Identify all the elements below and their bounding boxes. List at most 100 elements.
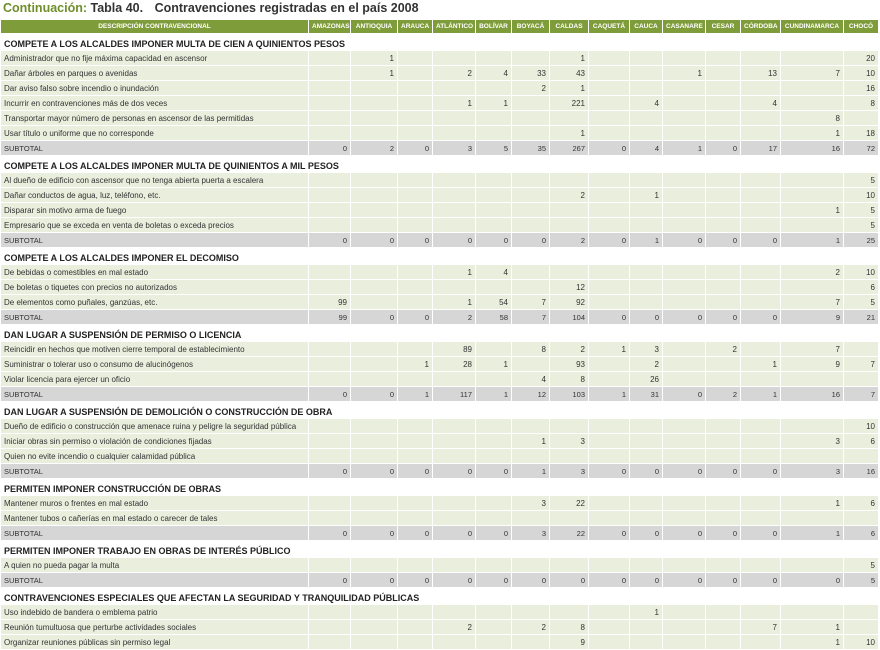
value-cell: 0 <box>397 232 433 248</box>
value-cell <box>350 95 398 111</box>
value-cell <box>705 279 741 295</box>
value-cell <box>780 557 844 573</box>
value-cell <box>308 125 351 141</box>
value-cell <box>705 65 741 81</box>
value-cell: 7 <box>740 619 781 635</box>
value-cell <box>588 433 630 449</box>
value-cell <box>740 202 781 218</box>
value-cell: 1 <box>475 356 512 372</box>
value-cell <box>308 448 351 464</box>
value-cell <box>397 217 433 233</box>
value-cell <box>705 495 741 511</box>
value-cell: 93 <box>549 356 589 372</box>
row-label: Organizar reuniones públicas sin permiso… <box>0 634 309 650</box>
data-row: Usar título o uniforme que no correspond… <box>0 125 879 141</box>
value-cell <box>662 80 706 96</box>
value-cell <box>511 187 550 203</box>
value-cell <box>588 202 630 218</box>
value-cell <box>397 95 433 111</box>
value-cell: 2 <box>432 65 476 81</box>
data-row: Administrador que no fije máxima capacid… <box>0 50 879 66</box>
value-cell: 0 <box>588 309 630 325</box>
value-cell <box>397 557 433 573</box>
value-cell <box>662 172 706 188</box>
value-cell <box>475 604 512 620</box>
value-cell: 0 <box>308 140 351 156</box>
data-row: Mantener tubos o cañerías en mal estado … <box>0 510 879 526</box>
value-cell: 1 <box>432 264 476 280</box>
value-cell: 2 <box>549 341 589 357</box>
value-cell: 4 <box>511 371 550 387</box>
value-cell: 12 <box>511 386 550 402</box>
value-cell: 3 <box>511 495 550 511</box>
subtotal-row: SUBTOTAL 0 2 0 3 5 35 267 0 4 1 0 17 16 72 <box>0 140 879 156</box>
value-cell: 0 <box>432 232 476 248</box>
value-cell: 1 <box>432 294 476 310</box>
value-cell: 1 <box>549 50 589 66</box>
value-cell <box>350 448 398 464</box>
value-cell <box>705 634 741 650</box>
value-cell <box>843 619 879 635</box>
value-cell <box>397 371 433 387</box>
value-cell <box>780 217 844 233</box>
value-cell <box>475 110 512 126</box>
value-cell <box>588 172 630 188</box>
value-cell: 1 <box>432 95 476 111</box>
subtotal-row: SUBTOTAL 0 0 0 0 0 3 22 0 0 0 0 0 1 6 <box>0 525 879 541</box>
value-cell <box>308 619 351 635</box>
value-cell <box>843 448 879 464</box>
value-cell <box>475 50 512 66</box>
value-cell: 10 <box>843 418 879 434</box>
value-cell: 5 <box>843 202 879 218</box>
value-cell: 6 <box>843 433 879 449</box>
row-label: A quien no pueda pagar la multa <box>0 557 309 573</box>
value-cell <box>475 80 512 96</box>
value-cell <box>740 634 781 650</box>
column-header: CESAR <box>705 19 741 34</box>
value-cell <box>588 264 630 280</box>
value-cell: 7 <box>843 356 879 372</box>
value-cell <box>588 495 630 511</box>
value-cell: 7 <box>511 309 550 325</box>
value-cell <box>549 510 589 526</box>
row-label: SUBTOTAL <box>0 140 309 156</box>
value-cell <box>549 202 589 218</box>
value-cell <box>432 557 476 573</box>
value-cell: 0 <box>740 525 781 541</box>
value-cell: 20 <box>843 50 879 66</box>
value-cell <box>629 619 663 635</box>
value-cell <box>511 172 550 188</box>
value-cell: 3 <box>511 525 550 541</box>
value-cell <box>308 495 351 511</box>
value-cell <box>705 294 741 310</box>
value-cell: 1 <box>588 386 630 402</box>
value-cell <box>588 50 630 66</box>
value-cell <box>549 217 589 233</box>
value-cell <box>397 294 433 310</box>
value-cell <box>629 557 663 573</box>
value-cell <box>662 341 706 357</box>
value-cell: 1 <box>662 140 706 156</box>
value-cell <box>629 110 663 126</box>
value-cell <box>549 264 589 280</box>
value-cell: 0 <box>662 309 706 325</box>
value-cell: 0 <box>662 386 706 402</box>
section-title: COMPETE A LOS ALCALDES IMPONER MULTA DE … <box>0 155 879 173</box>
value-cell <box>705 557 741 573</box>
row-label: Iniciar obras sin permiso o violación de… <box>0 433 309 449</box>
value-cell <box>432 604 476 620</box>
value-cell: 0 <box>588 572 630 588</box>
data-row: Incurrir en contravenciones más de dos v… <box>0 95 879 111</box>
section-title: PERMITEN IMPONER CONSTRUCCIÓN DE OBRAS <box>0 478 879 496</box>
value-cell <box>662 217 706 233</box>
row-label: SUBTOTAL <box>0 525 309 541</box>
row-label: De bebidas o comestibles en mal estado <box>0 264 309 280</box>
value-cell: 4 <box>629 95 663 111</box>
value-cell <box>780 510 844 526</box>
value-cell: 58 <box>475 309 512 325</box>
value-cell: 0 <box>308 525 351 541</box>
value-cell: 21 <box>843 309 879 325</box>
value-cell <box>397 65 433 81</box>
value-cell: 1 <box>780 232 844 248</box>
value-cell: 0 <box>705 232 741 248</box>
